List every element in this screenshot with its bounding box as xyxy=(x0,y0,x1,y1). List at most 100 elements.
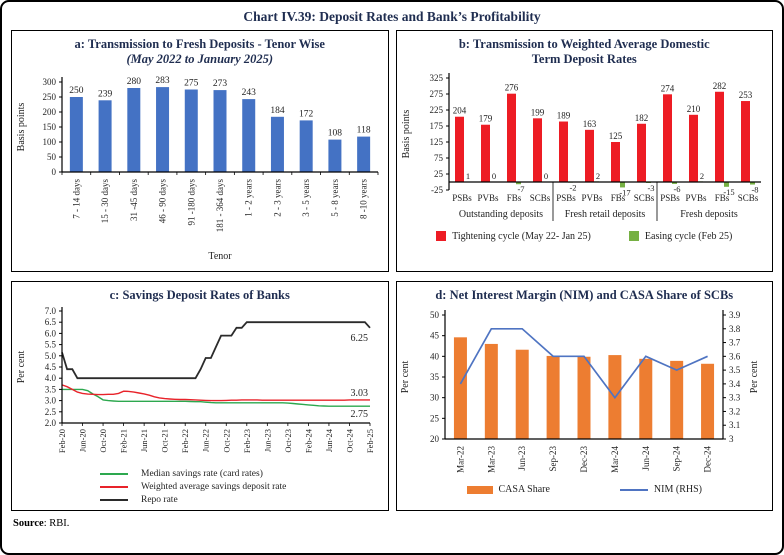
svg-text:Per cent: Per cent xyxy=(400,361,411,394)
svg-text:181 - 364 days: 181 - 364 days xyxy=(215,178,225,232)
svg-text:Jun-21: Jun-21 xyxy=(139,429,149,452)
svg-text:5 - 8 years: 5 - 8 years xyxy=(330,178,340,216)
panel-a-subtitle: (May 2022 to January 2025) xyxy=(126,52,274,67)
svg-text:325: 325 xyxy=(429,73,443,83)
svg-text:0: 0 xyxy=(543,171,547,181)
panel-b-title: b: Transmission to Weighted Average Dome… xyxy=(397,37,773,68)
svg-text:PSBs: PSBs xyxy=(660,193,680,203)
svg-text:300: 300 xyxy=(43,77,57,87)
svg-text:3.03: 3.03 xyxy=(351,388,369,399)
svg-text:30: 30 xyxy=(430,393,440,403)
svg-text:276: 276 xyxy=(504,82,518,92)
panel-b: b: Transmission to Weighted Average Dome… xyxy=(395,30,773,272)
panel-c-line-chart: 2.0 2.5 3.0 3.5 4.0 4.5 5.0 5.5 6.0 6.5 7.0 Feb-20 J… xyxy=(12,303,388,465)
svg-text:275: 275 xyxy=(429,89,443,99)
svg-text:Dec-24: Dec-24 xyxy=(702,446,712,473)
svg-text:Per cent: Per cent xyxy=(16,351,27,384)
svg-text:-25: -25 xyxy=(431,185,443,195)
easing-swatch xyxy=(628,231,639,241)
svg-text:5.5: 5.5 xyxy=(45,340,57,350)
svg-text:5.0: 5.0 xyxy=(45,351,57,361)
svg-text:FBs: FBs xyxy=(506,193,521,203)
tightening-label: Tightening cycle (May 22- Jan 25) xyxy=(452,230,591,242)
nim-label: NIM (RHS) xyxy=(653,484,702,496)
svg-text:Per cent: Per cent xyxy=(749,361,760,394)
svg-text:184: 184 xyxy=(270,105,285,115)
svg-text:3.7: 3.7 xyxy=(729,338,741,348)
svg-text:75: 75 xyxy=(434,153,444,163)
svg-text:Feb-24: Feb-24 xyxy=(303,429,313,454)
svg-text:6.0: 6.0 xyxy=(45,329,57,339)
svg-text:SCBs: SCBs xyxy=(529,193,550,203)
svg-text:7.0: 7.0 xyxy=(45,306,57,316)
svg-text:Jun-23: Jun-23 xyxy=(517,446,527,471)
svg-text:274: 274 xyxy=(660,83,674,93)
svg-text:3.4: 3.4 xyxy=(729,379,741,389)
svg-text:Basis points: Basis points xyxy=(16,102,27,151)
svg-text:3.5: 3.5 xyxy=(729,365,741,375)
svg-text:-6: -6 xyxy=(673,183,680,193)
svg-text:0: 0 xyxy=(491,171,495,181)
svg-text:118: 118 xyxy=(357,125,371,135)
source-text: : RBI. xyxy=(43,518,70,529)
svg-text:6.25: 6.25 xyxy=(351,333,369,344)
svg-text:Jun-22: Jun-22 xyxy=(201,429,211,452)
svg-text:179: 179 xyxy=(478,113,492,123)
svg-text:3 - 5 years: 3 - 5 years xyxy=(301,178,311,216)
source-note: Source: RBI. xyxy=(2,511,782,529)
svg-text:35: 35 xyxy=(430,372,440,382)
svg-text:Feb-23: Feb-23 xyxy=(242,429,252,453)
tightening-swatch xyxy=(436,231,447,241)
panel-d-legend: CASA Share NIM (RHS) xyxy=(397,484,773,495)
svg-text:2: 2 xyxy=(699,171,703,181)
svg-text:-2: -2 xyxy=(569,182,576,192)
svg-text:Mar-23: Mar-23 xyxy=(486,446,496,473)
svg-text:Jun-23: Jun-23 xyxy=(262,429,272,452)
svg-text:FBs: FBs xyxy=(714,193,729,203)
svg-text:210: 210 xyxy=(686,103,700,113)
casa-swatch xyxy=(466,485,493,494)
svg-text:Fresh deposits: Fresh deposits xyxy=(680,209,738,220)
panel-a-title-text: a: Transmission to Fresh Deposits - Teno… xyxy=(74,37,325,51)
svg-text:25: 25 xyxy=(430,414,440,424)
panel-c-title: c: Savings Deposit Rates of Banks xyxy=(109,288,290,302)
svg-text:150: 150 xyxy=(43,122,57,132)
panel-a-bar-chart: 0 50 100 150 200 250 300 250 7 - 14 days 239 15 - … xyxy=(12,68,388,264)
legend-item-wasdr: Weighted average savings deposit rate xyxy=(100,482,388,492)
chart-title: Chart IV.39: Deposit Rates and Bank’s Pr… xyxy=(243,9,541,24)
panel-d-combo-chart: 20 25 30 35 40 45 50 3 3.1 3.2 3.3 3.4 3.5 3.6 3.7 3.8 3… xyxy=(397,303,773,479)
svg-text:2.75: 2.75 xyxy=(351,409,369,420)
svg-text:PVBs: PVBs xyxy=(477,193,499,203)
svg-text:282: 282 xyxy=(712,80,726,90)
svg-text:100: 100 xyxy=(43,137,57,147)
combo-chart-svg: 20 25 30 35 40 45 50 3 3.1 3.2 3.3 3.4 3.5 3.6 3.7 3.8 3… xyxy=(400,310,760,473)
repo-label: Repo rate xyxy=(141,495,178,506)
svg-text:125: 125 xyxy=(429,137,443,147)
svg-text:Sep-23: Sep-23 xyxy=(548,446,558,472)
panel-d: d: Net Interest Margin (NIM) and CASA Sh… xyxy=(395,281,773,511)
svg-text:SCBs: SCBs xyxy=(633,193,654,203)
panel-b-title-line2: Term Deposit Rates xyxy=(531,52,637,67)
svg-text:3.9: 3.9 xyxy=(729,310,741,320)
svg-text:31 -45 days: 31 -45 days xyxy=(129,178,139,220)
svg-text:Jun-24: Jun-24 xyxy=(324,429,334,453)
svg-text:Sep-24: Sep-24 xyxy=(671,446,681,472)
svg-text:2: 2 xyxy=(595,171,599,181)
svg-text:Tenor: Tenor xyxy=(208,251,232,262)
legend-item-casa: CASA Share xyxy=(466,484,550,495)
svg-text:250: 250 xyxy=(43,92,57,102)
nim-line-swatch xyxy=(619,488,648,491)
panel-a: a: Transmission to Fresh Deposits - Teno… xyxy=(11,30,389,272)
svg-text:50: 50 xyxy=(47,152,57,162)
svg-text:Oct-24: Oct-24 xyxy=(344,429,354,453)
svg-text:253: 253 xyxy=(738,90,752,100)
svg-text:204: 204 xyxy=(452,105,466,115)
svg-text:0: 0 xyxy=(52,167,57,177)
svg-text:3: 3 xyxy=(729,434,734,444)
svg-text:45: 45 xyxy=(430,331,440,341)
svg-text:3.3: 3.3 xyxy=(729,393,741,403)
svg-text:-17: -17 xyxy=(619,187,630,197)
svg-text:125: 125 xyxy=(608,131,622,141)
svg-text:Feb-22: Feb-22 xyxy=(180,429,190,453)
svg-text:172: 172 xyxy=(299,109,314,119)
